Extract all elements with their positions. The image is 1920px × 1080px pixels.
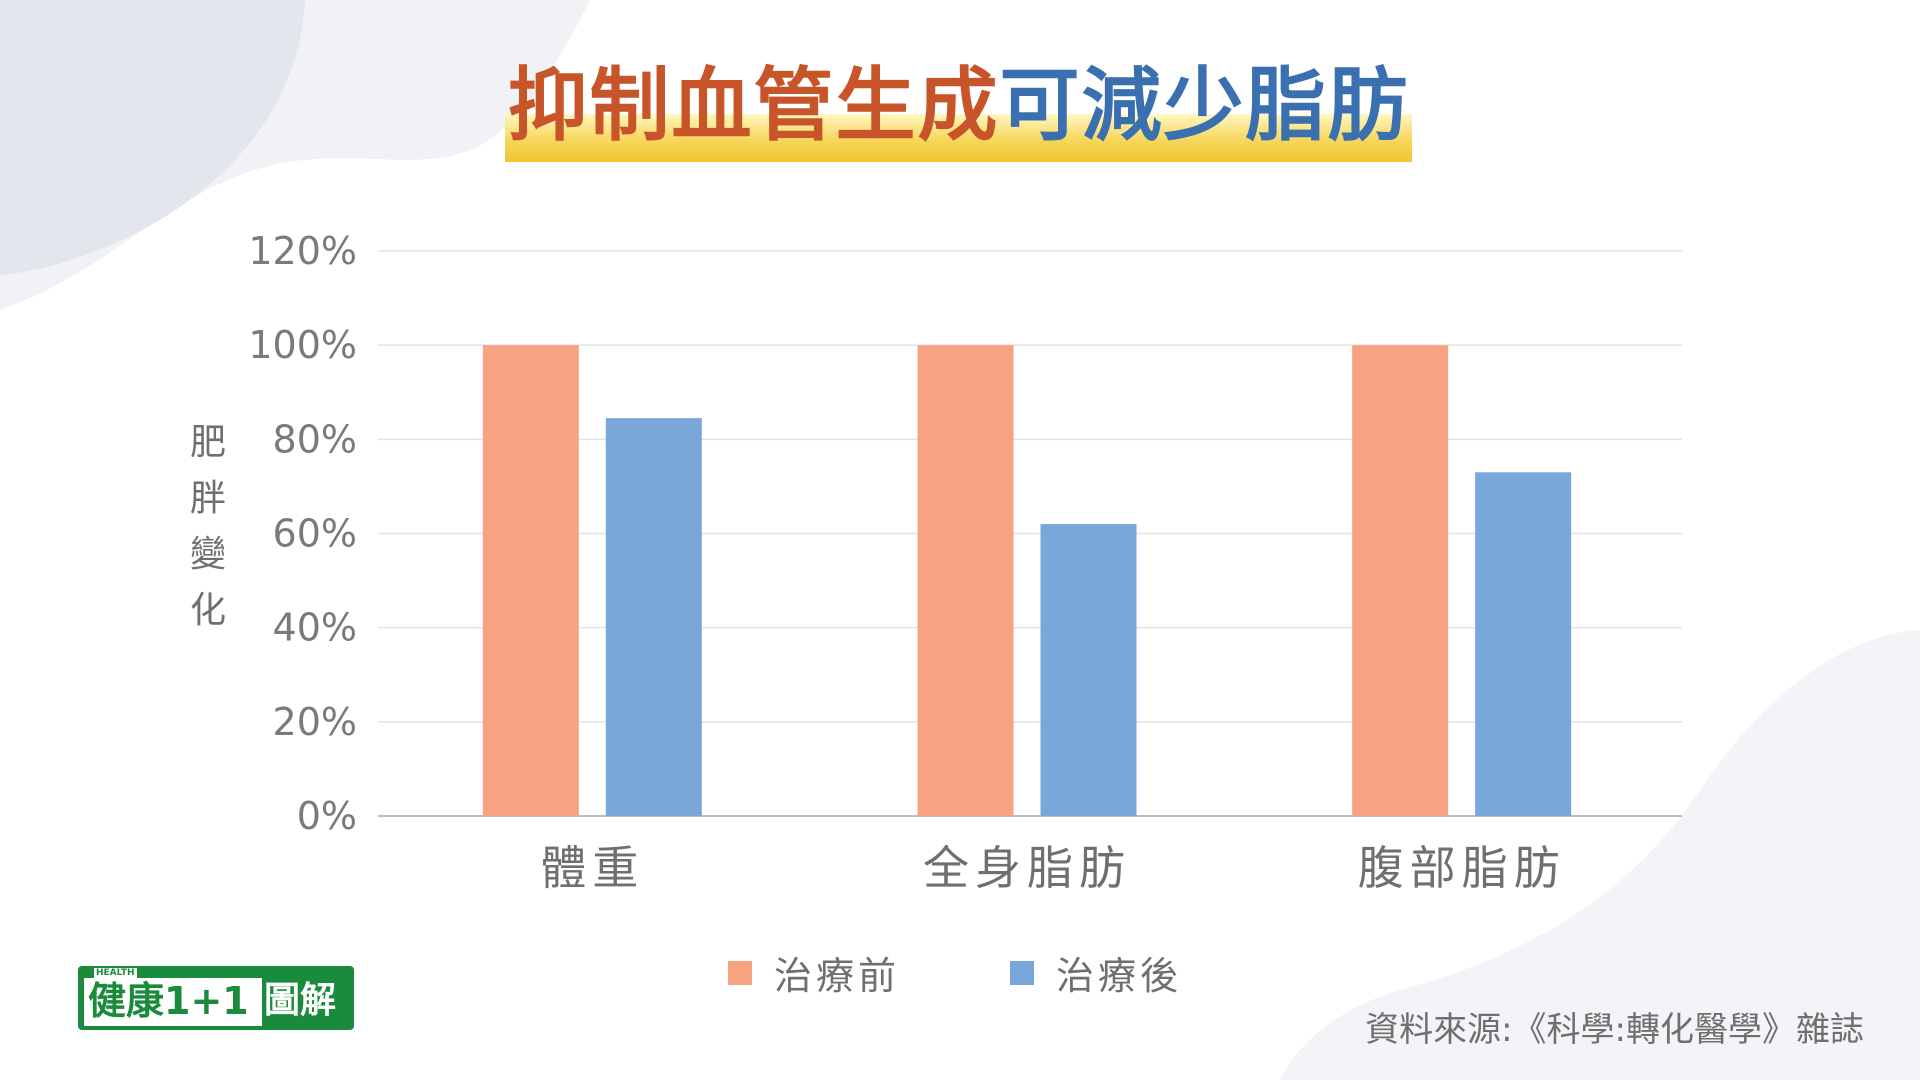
x-tick-label: 全身脂肪 <box>923 841 1131 895</box>
legend-label-before: 治療前 <box>774 954 901 998</box>
legend-label-after: 治療後 <box>1056 954 1183 998</box>
background-shape-bottom-right <box>1280 630 1920 1080</box>
chart-title: 抑制血管生成可減少脂肪 <box>505 58 1412 154</box>
bar-after <box>1040 524 1137 816</box>
y-axis-label-char: 胖 <box>189 478 226 519</box>
bar-after <box>605 418 702 816</box>
bar-before <box>1352 345 1449 816</box>
y-tick-label: 60% <box>273 512 357 556</box>
y-axis-label-char: 變 <box>189 534 226 575</box>
background-shape-top-left <box>0 0 590 310</box>
y-axis-label-char: 肥 <box>189 422 226 463</box>
bar-after <box>1475 472 1572 816</box>
legend-swatch-after <box>1010 960 1034 985</box>
y-tick-label: 80% <box>273 417 357 461</box>
y-tick-label: 40% <box>273 606 357 650</box>
y-axis-label-char: 化 <box>189 590 226 631</box>
bar-chart: 0% 20% 40% 60% 80% 100% 120% 體重 全身脂肪 腹部脂肪 <box>248 229 1682 895</box>
bar-before <box>482 345 579 816</box>
logo-inner-panel <box>84 978 262 1026</box>
legend-item-after: 治療後 <box>1010 945 1182 1000</box>
legend-item-before: 治療前 <box>728 945 900 1000</box>
title-highlight-band <box>505 114 1412 162</box>
x-tick-label: 體重 <box>540 841 644 895</box>
title-banner: 抑制血管生成可減少脂肪 <box>505 58 1412 163</box>
legend: 治療前 治療後 <box>0 945 1920 998</box>
y-tick-label: 0% <box>297 794 357 838</box>
y-tick-label: 120% <box>248 229 357 273</box>
logo-frame: HEALTH 健康1+1 圖解 <box>78 966 354 1030</box>
y-axis-label: 肥胖變化 <box>183 415 233 639</box>
brand-logo: HEALTH 健康1+1 圖解 <box>78 962 360 1032</box>
logo-side-text: 圖解 <box>264 980 337 1021</box>
title-part-1: 抑制血管生成 <box>507 59 1000 152</box>
x-tick-label: 腹部脂肪 <box>1358 841 1566 895</box>
source-note: 資料來源:《科學:轉化醫學》雜誌 <box>1365 1010 1864 1050</box>
legend-swatch-before <box>728 960 752 985</box>
logo-main-text: 健康1+1 <box>88 979 249 1023</box>
logo-health-text: HEALTH <box>94 968 137 978</box>
y-tick-label: 100% <box>248 323 357 367</box>
title-part-2: 可減少脂肪 <box>999 59 1410 152</box>
y-tick-label: 20% <box>273 700 357 744</box>
bar-before <box>917 345 1014 816</box>
